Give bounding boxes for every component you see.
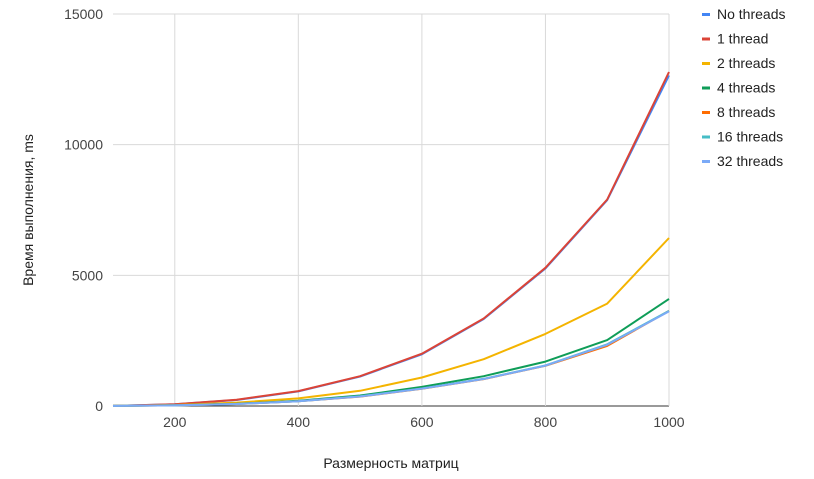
series-line-no-threads	[112, 74, 670, 407]
legend: No threads 1 thread 2 threads 4 threads 8 th…	[702, 6, 785, 169]
y-tick-label: 10000	[64, 137, 103, 153]
legend-label: 2 threads	[717, 55, 775, 71]
series-line-2-threads	[112, 237, 670, 407]
series-line-32-threads	[112, 310, 670, 407]
y-tick-label: 0	[95, 398, 103, 414]
y-tick-label: 15000	[64, 6, 103, 22]
series-lines	[112, 71, 670, 407]
y-axis-ticks: 0 5000 10000 15000	[64, 6, 103, 414]
y-axis-title: Время выполнения, ms	[20, 134, 36, 286]
legend-swatch	[702, 135, 710, 139]
legend-label: 1 thread	[717, 31, 768, 47]
x-axis-ticks: 200 400 600 800 1000	[163, 414, 685, 430]
legend-swatch	[702, 37, 710, 41]
legend-swatch	[702, 13, 710, 16]
grid-lines	[113, 13, 670, 407]
x-axis-title: Размерность матриц	[323, 455, 458, 471]
legend-label: 16 threads	[717, 129, 783, 145]
x-tick-label: 200	[163, 414, 187, 430]
legend-swatch	[702, 160, 710, 163]
legend-label: 32 threads	[717, 153, 783, 169]
x-tick-label: 600	[410, 414, 434, 430]
x-tick-label: 1000	[653, 414, 684, 430]
legend-swatch	[702, 86, 710, 90]
x-tick-label: 400	[287, 414, 311, 430]
legend-swatch	[702, 62, 710, 65]
legend-swatch	[702, 111, 710, 114]
legend-label: 8 threads	[717, 104, 775, 120]
legend-label: 4 threads	[717, 80, 775, 96]
x-tick-label: 800	[534, 414, 558, 430]
y-tick-label: 5000	[72, 267, 103, 283]
series-line-1-thread	[112, 71, 670, 407]
legend-label: No threads	[717, 6, 785, 22]
